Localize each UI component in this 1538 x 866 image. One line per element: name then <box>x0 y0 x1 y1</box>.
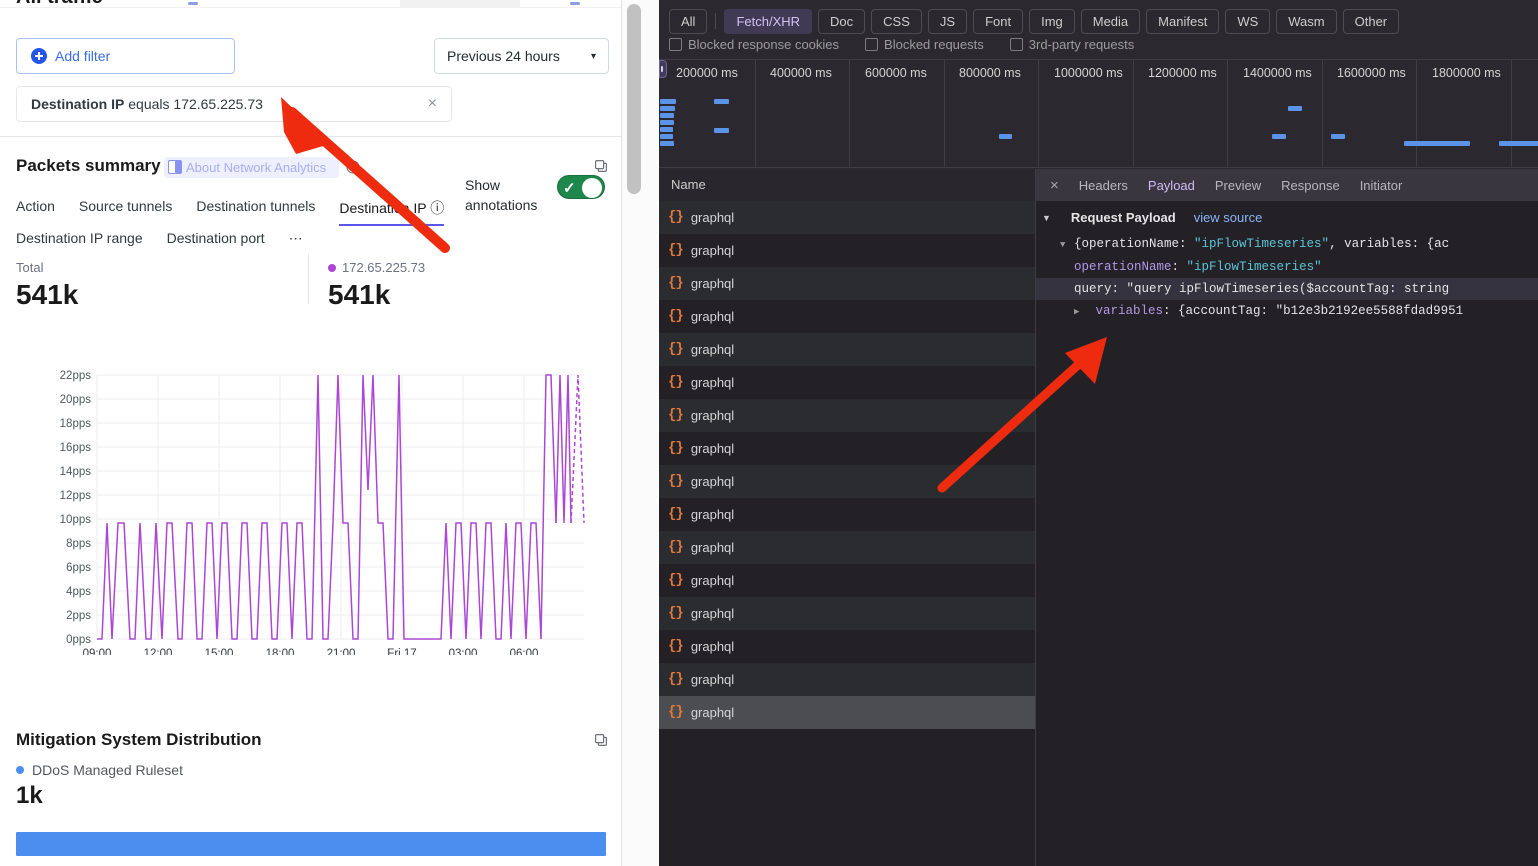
svg-text:03:00: 03:00 <box>449 648 478 655</box>
svg-text:21:00: 21:00 <box>327 648 356 655</box>
svg-text:18pps: 18pps <box>60 418 92 430</box>
svg-text:14pps: 14pps <box>60 466 92 478</box>
svg-text:Fri 17: Fri 17 <box>387 648 416 655</box>
svg-text:06:00: 06:00 <box>510 648 539 655</box>
svg-text:6pps: 6pps <box>66 562 91 574</box>
svg-text:12pps: 12pps <box>60 490 92 502</box>
svg-text:2pps: 2pps <box>66 610 91 622</box>
svg-text:09:00: 09:00 <box>83 648 112 655</box>
svg-text:10pps: 10pps <box>60 514 92 526</box>
svg-text:12:00: 12:00 <box>144 648 173 655</box>
svg-text:16pps: 16pps <box>60 442 92 454</box>
svg-text:15:00: 15:00 <box>205 648 234 655</box>
svg-text:8pps: 8pps <box>66 538 91 550</box>
svg-text:20pps: 20pps <box>60 394 92 406</box>
svg-text:18:00: 18:00 <box>266 648 295 655</box>
svg-text:0pps: 0pps <box>66 634 91 646</box>
svg-text:22pps: 22pps <box>60 370 92 382</box>
svg-text:4pps: 4pps <box>66 586 91 598</box>
